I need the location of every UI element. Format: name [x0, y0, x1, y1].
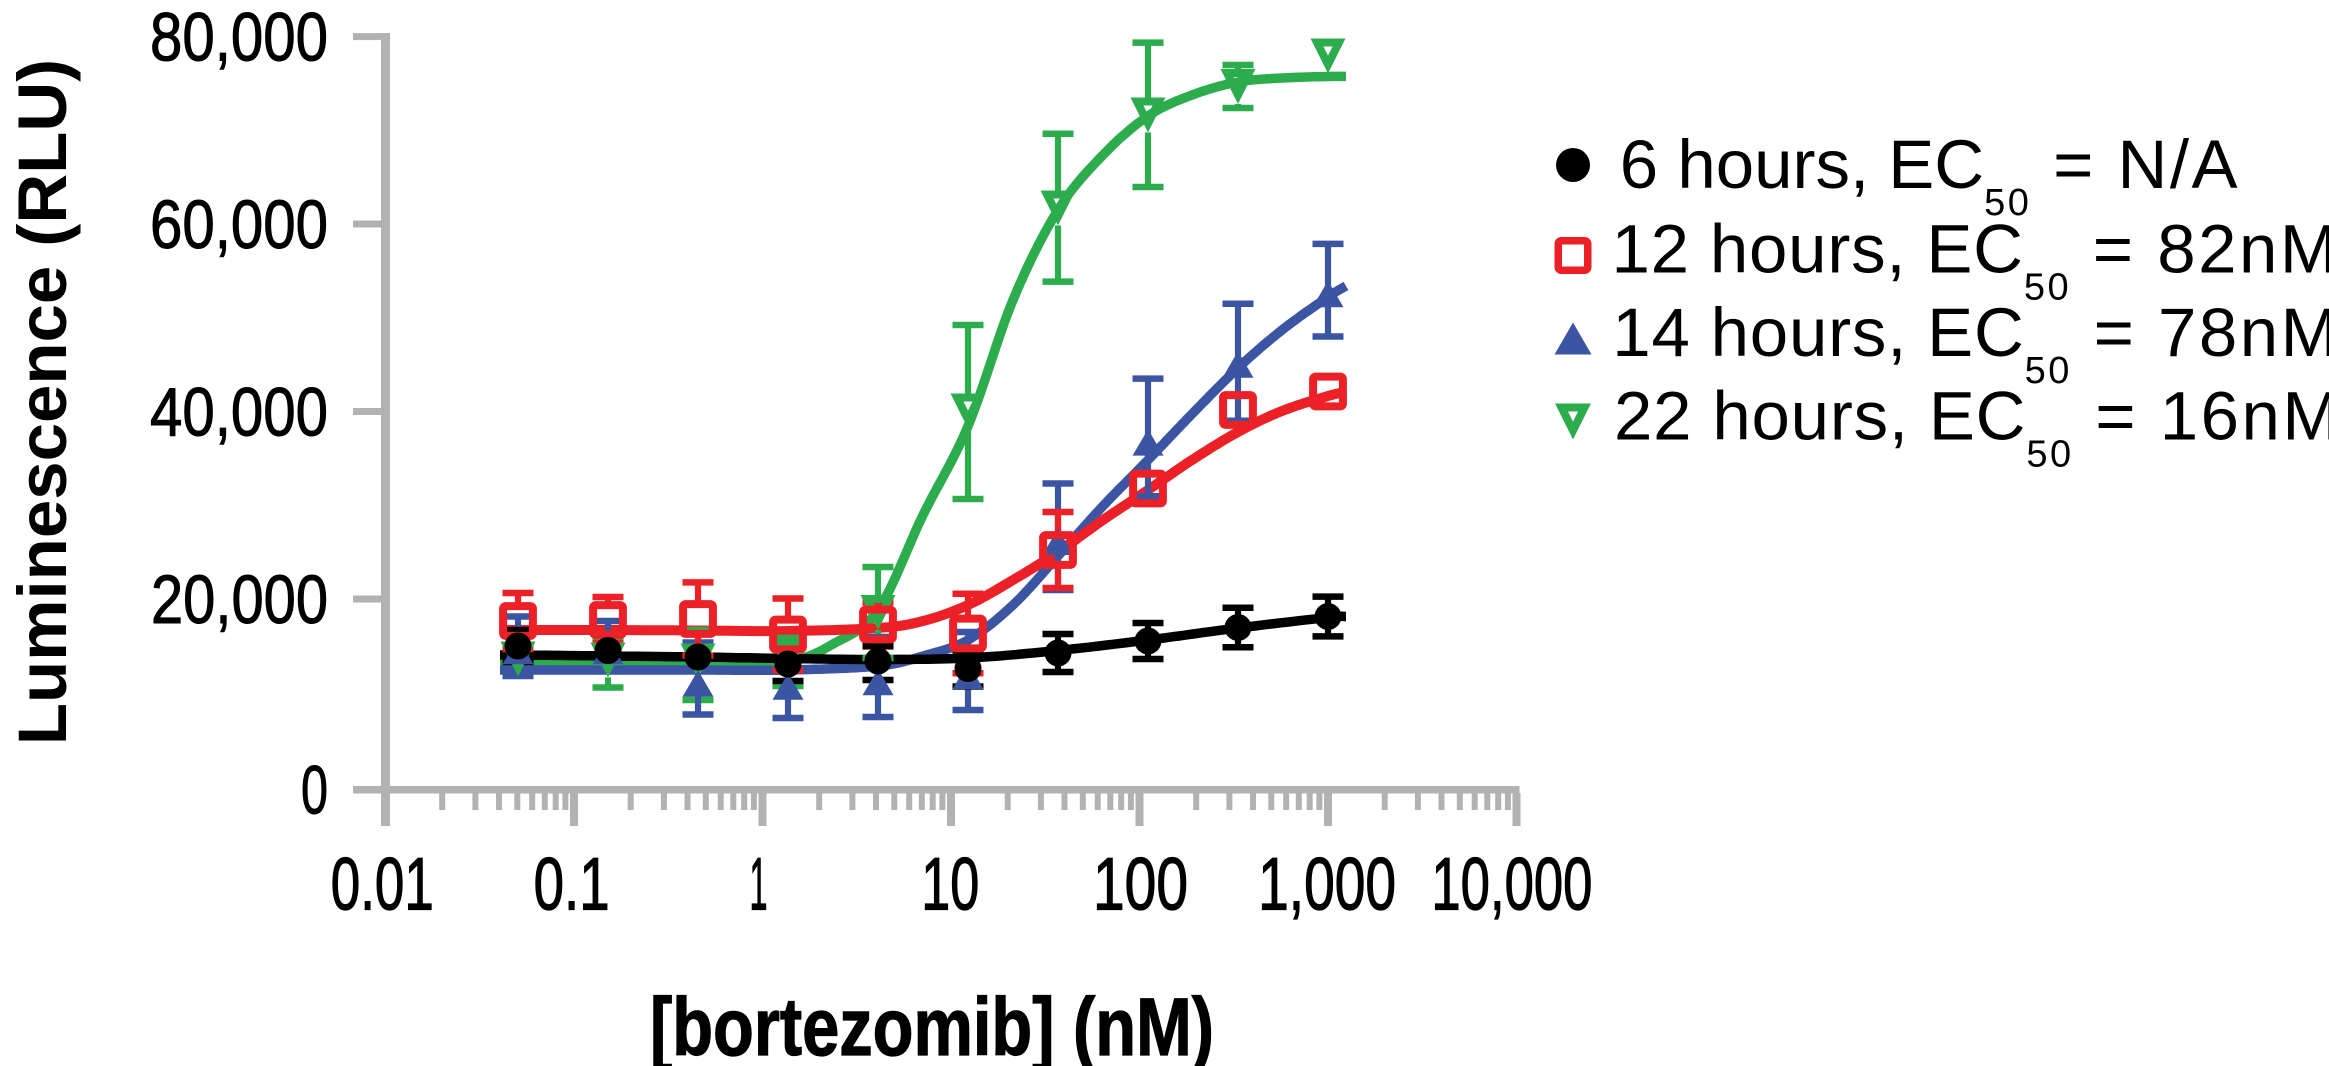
svg-text:40,000: 40,000 [150, 374, 328, 451]
svg-text:20,000: 20,000 [151, 561, 328, 638]
svg-text:60,000: 60,000 [150, 186, 328, 263]
svg-text:0.1: 0.1 [534, 843, 610, 926]
svg-text:100: 100 [1093, 843, 1188, 926]
svg-text:1: 1 [750, 843, 768, 926]
svg-text:Luminescence (RLU): Luminescence (RLU) [4, 59, 81, 745]
svg-text:80,000: 80,000 [150, 0, 328, 76]
svg-text:0.01: 0.01 [331, 843, 434, 926]
svg-text:1,000: 1,000 [1258, 843, 1396, 926]
svg-text:[bortezomib] (nM): [bortezomib] (nM) [650, 982, 1214, 1066]
svg-text:10,000: 10,000 [1431, 843, 1592, 926]
svg-text:0: 0 [301, 752, 328, 829]
svg-text:10: 10 [921, 843, 979, 926]
